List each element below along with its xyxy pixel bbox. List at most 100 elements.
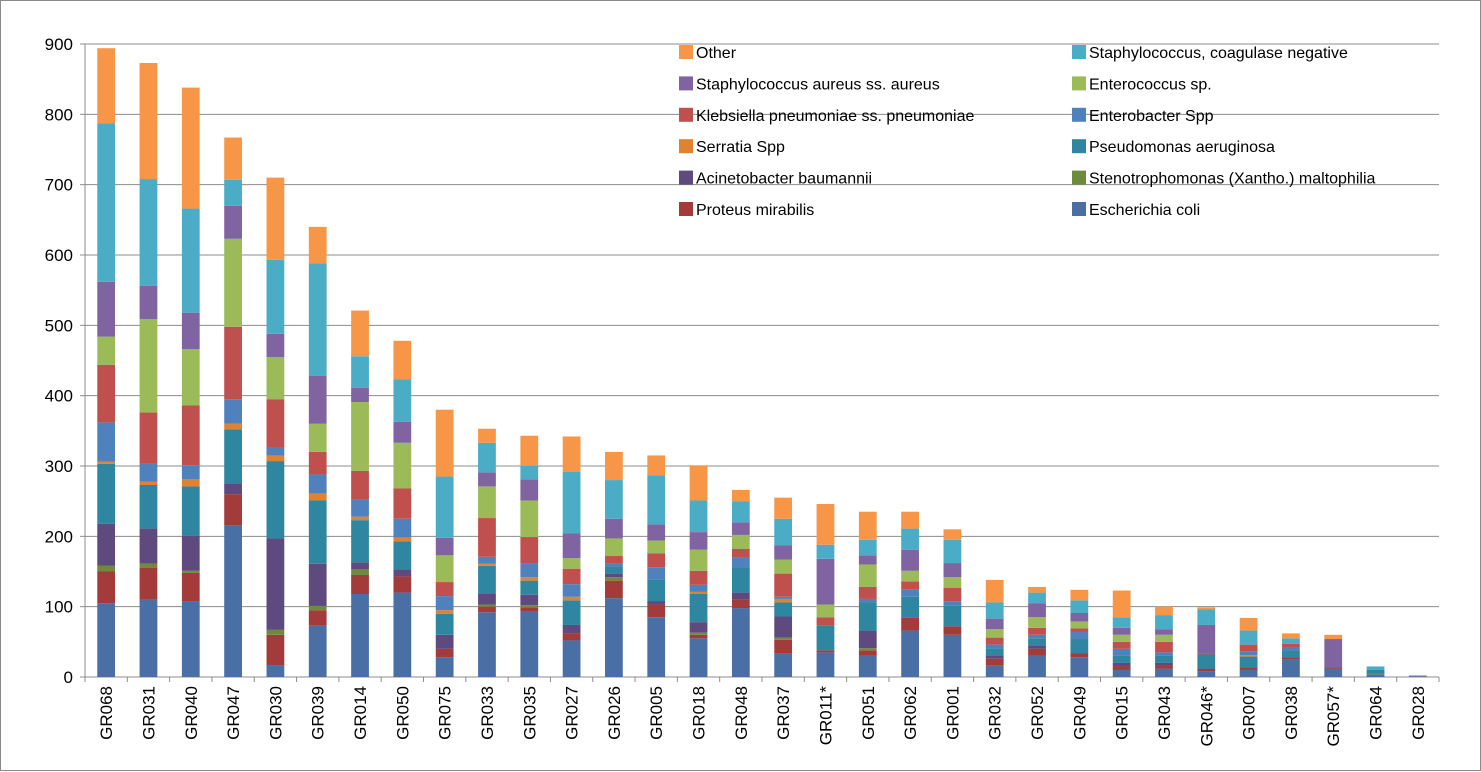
x-tick-label: GR040 — [182, 686, 201, 740]
legend-swatch — [679, 170, 693, 185]
legend-swatch — [1072, 170, 1086, 185]
bar-segment — [1070, 612, 1089, 622]
bar-segment — [308, 563, 327, 606]
x-tick-label: GR068 — [97, 686, 116, 740]
x-tick-label: GR062 — [901, 686, 920, 740]
bar-segment — [689, 638, 708, 677]
legend-swatch — [679, 76, 693, 91]
bar-segment — [647, 540, 666, 554]
bar-segment — [393, 569, 412, 577]
bar-segment — [943, 577, 962, 588]
bar-segment — [858, 598, 877, 603]
bar-segment — [1197, 624, 1216, 654]
bar-segment — [1112, 655, 1131, 663]
bar-segment — [605, 518, 623, 539]
bar-segment — [1197, 669, 1216, 672]
bar-segment — [308, 625, 327, 677]
bar-segment — [139, 528, 158, 564]
bar-segment — [393, 379, 412, 422]
bar-segment — [731, 567, 750, 593]
bar-segment — [97, 461, 116, 464]
bar-segment — [97, 48, 116, 124]
bar-segment — [308, 493, 327, 501]
bar-segment — [1112, 634, 1131, 642]
bar-segment — [1155, 634, 1173, 642]
bar-segment — [266, 259, 285, 334]
bar-segment — [985, 648, 1004, 656]
bar-segment — [520, 607, 539, 612]
legend-swatch — [1072, 76, 1086, 91]
bar-segment — [1366, 669, 1385, 674]
bar-segment — [731, 592, 750, 600]
bar-segment — [266, 399, 285, 448]
legend-label: Other — [696, 45, 737, 62]
legend-swatch — [1072, 139, 1086, 154]
bar-segment — [1028, 586, 1046, 593]
bar-segment — [562, 596, 581, 601]
bar-segment — [943, 605, 962, 627]
bar-segment — [1282, 658, 1300, 660]
bar-segment — [308, 226, 327, 264]
bar-segment — [393, 592, 412, 677]
bar-segment — [858, 539, 877, 556]
bar-segment — [1366, 673, 1385, 675]
bar-segment — [435, 582, 454, 597]
bar-segment — [901, 589, 919, 597]
bar-segment — [1112, 627, 1131, 635]
bar-segment — [985, 665, 1004, 677]
bar-segment — [351, 470, 369, 500]
bar-segment — [1197, 671, 1216, 677]
bar-segment — [1028, 627, 1046, 635]
bar-segment — [181, 601, 200, 677]
bar-segment — [943, 634, 962, 677]
bar-segment — [351, 499, 369, 517]
bar-segment — [605, 563, 623, 567]
x-tick-label: GR014 — [351, 686, 370, 740]
bar-segment — [985, 602, 1004, 619]
legend-label: Staphylococcus, coagulase negative — [1089, 45, 1348, 62]
x-tick-label: GR026 — [605, 686, 624, 740]
bar-segment — [1408, 675, 1427, 677]
bar-segment — [393, 576, 412, 593]
bar-segment — [139, 599, 158, 677]
bar-segment — [816, 544, 835, 559]
bar-segment — [689, 632, 708, 635]
x-tick-label: GR049 — [1070, 686, 1089, 740]
bar-segment — [478, 594, 496, 605]
bar-segment — [181, 349, 200, 406]
bar-segment — [774, 602, 793, 617]
bar-segment — [1028, 603, 1046, 618]
bar-segment — [224, 423, 242, 430]
bar-segment — [1324, 668, 1343, 677]
bar-segment — [858, 602, 877, 631]
bar-segment — [816, 558, 835, 605]
bar-segment — [181, 405, 200, 466]
bar-segment — [985, 618, 1004, 630]
bar-segment — [435, 648, 454, 658]
bar-segment — [520, 580, 539, 595]
bar-segment — [351, 310, 369, 357]
bar-segment — [1155, 615, 1173, 630]
y-tick-label: 900 — [45, 35, 73, 54]
bar-segment — [858, 564, 877, 587]
bar-segment — [1155, 652, 1173, 656]
bar-segment — [1155, 662, 1173, 666]
legend-swatch — [679, 107, 693, 122]
bar-segment — [393, 518, 412, 538]
x-tick-label: GR031 — [139, 686, 158, 740]
bar-segment — [774, 559, 793, 574]
bar-segment — [478, 428, 496, 443]
bar-segment — [901, 570, 919, 582]
bar-segment — [308, 375, 327, 424]
bar-segment — [520, 435, 539, 466]
bar-segment — [985, 644, 1004, 649]
x-tick-label: GR064 — [1367, 686, 1386, 740]
bar-segment — [97, 123, 116, 282]
bar-segment — [943, 626, 962, 635]
bar-segment — [816, 652, 835, 677]
bar-segment — [97, 565, 116, 572]
bar-segment — [520, 611, 539, 677]
bar-segment — [1324, 639, 1343, 668]
x-tick-label: GR030 — [266, 686, 285, 740]
bar-segment — [647, 567, 666, 580]
